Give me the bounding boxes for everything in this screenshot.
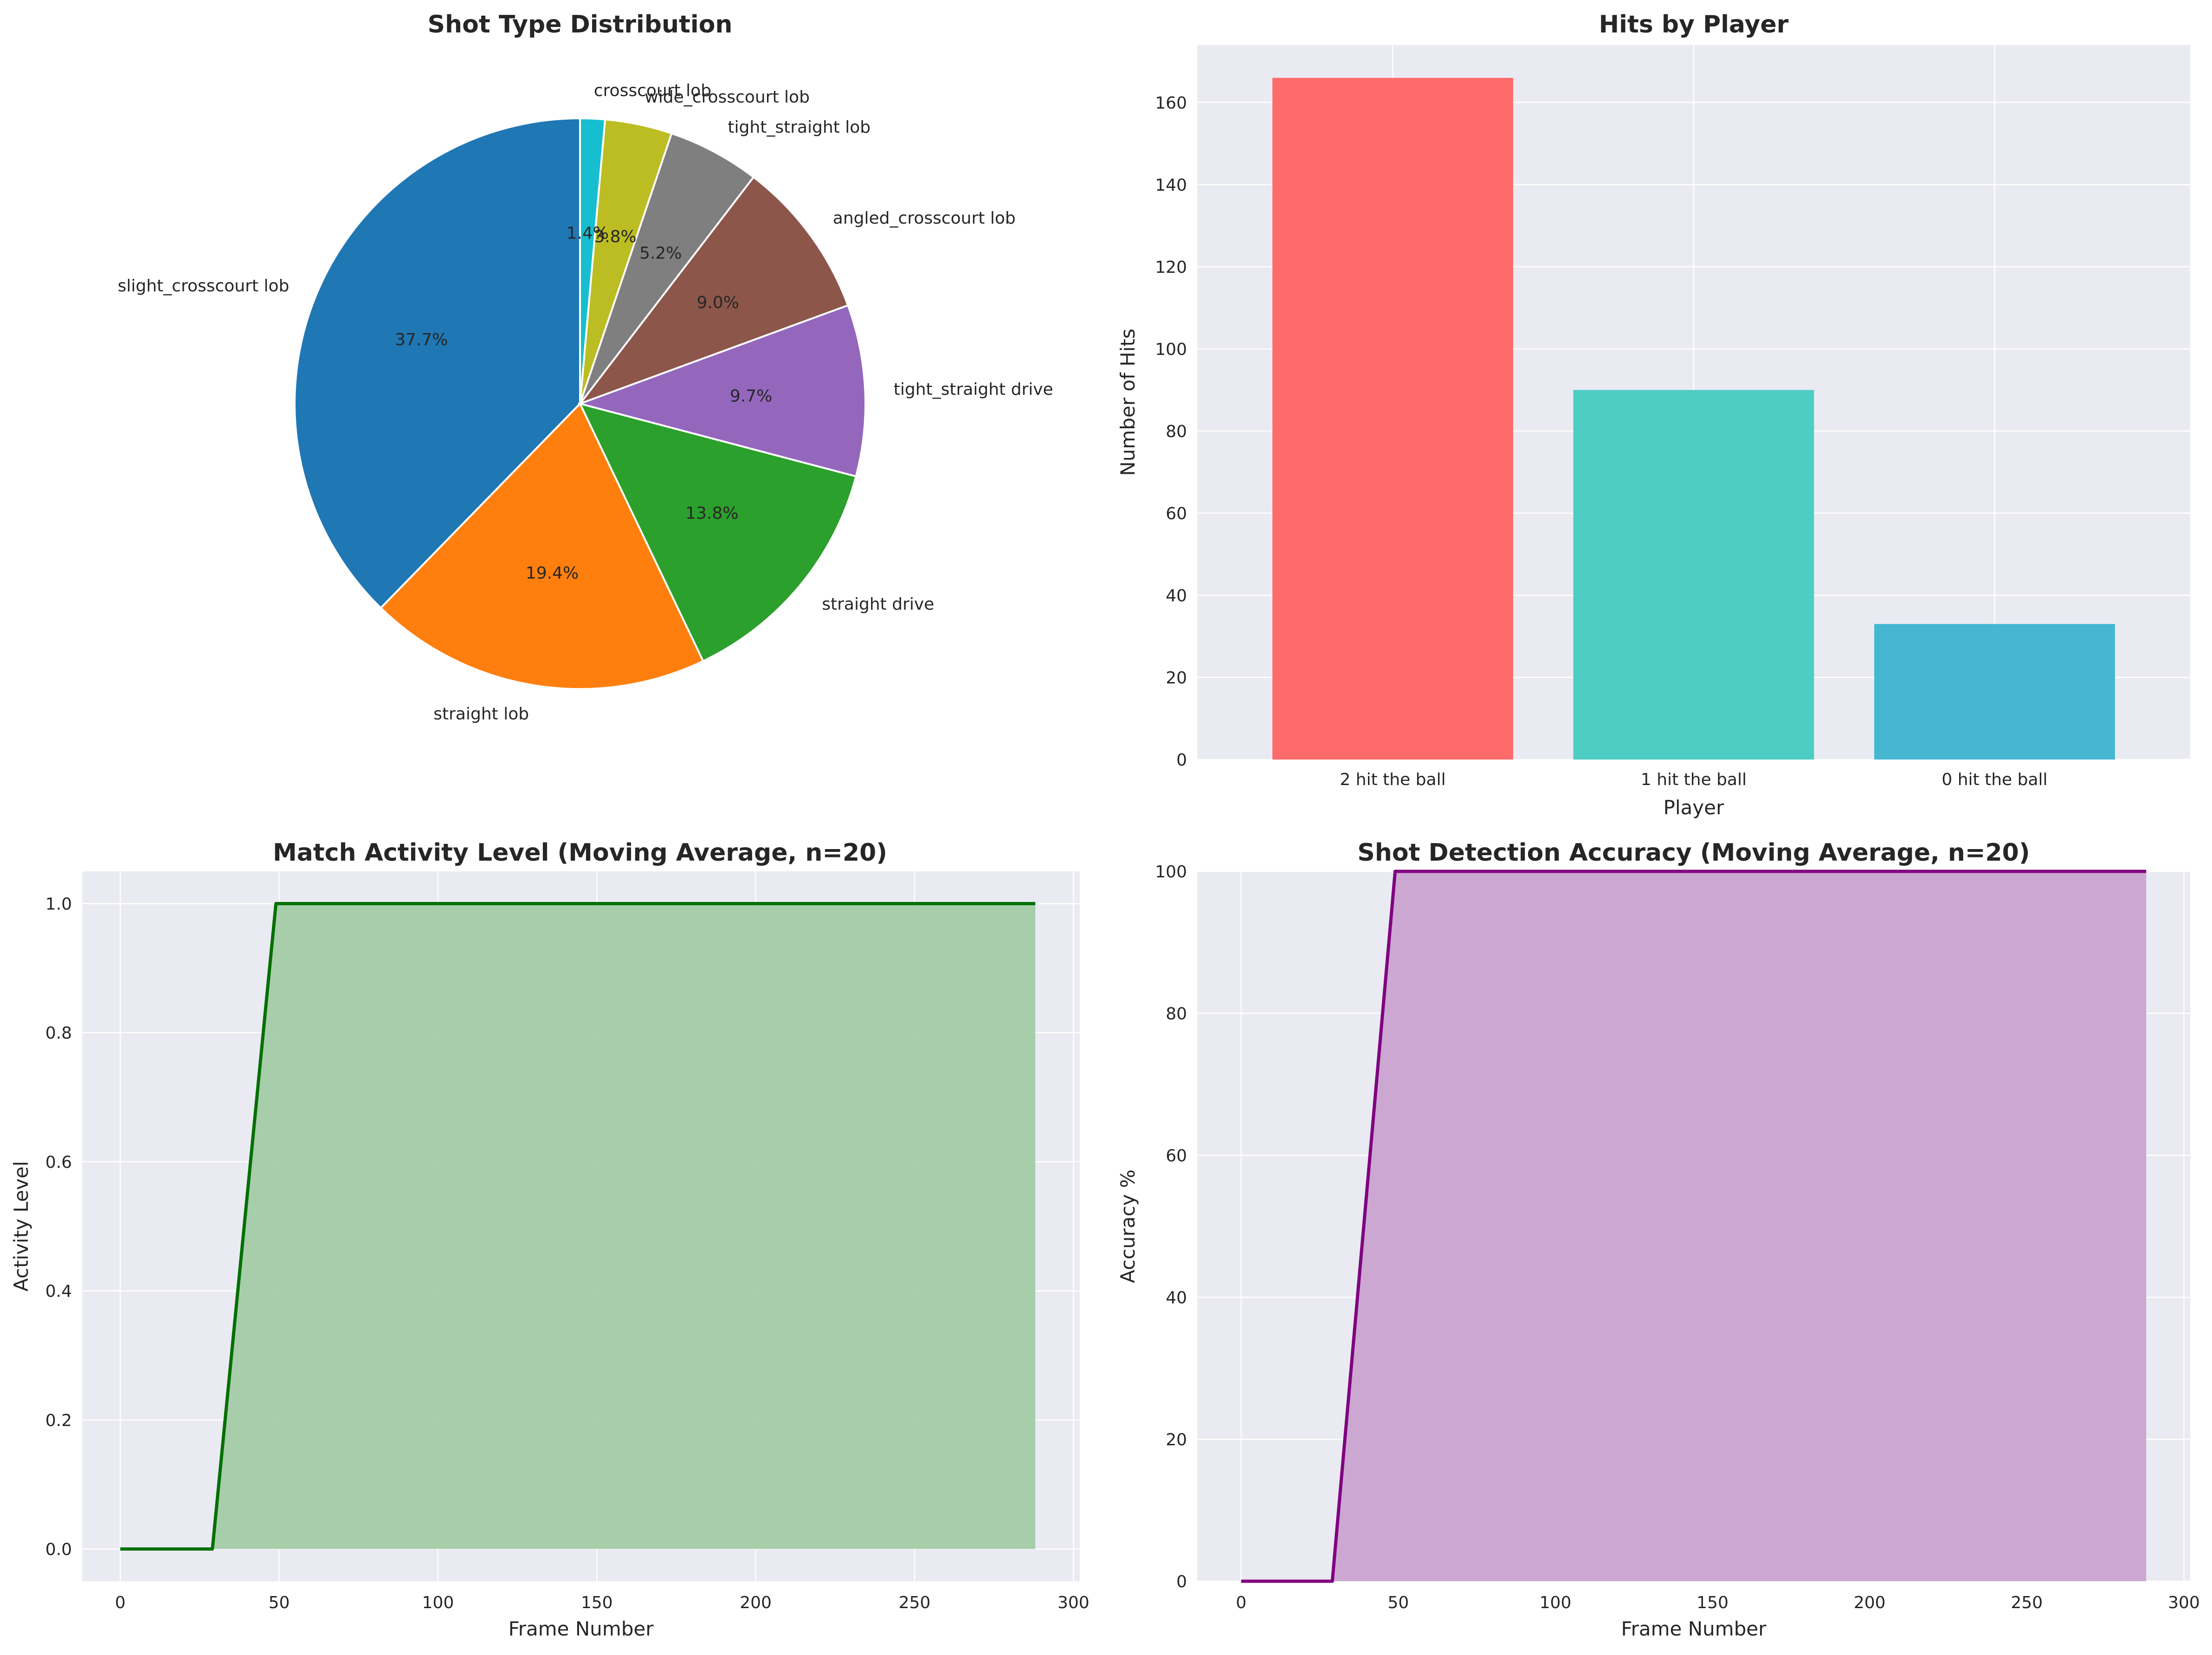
pie-slice-crosscourt-lob [579,117,606,404]
bar-y-tick-label: 120 [1155,258,1187,277]
bar-chart-panel: Hits by Player 0 20 40 60 80 100 120 140 160 2 hi… [1116,11,2190,819]
pie-percent-label: 13.8% [685,504,738,523]
accuracy-line [1241,869,2147,1583]
pie-slices [294,117,867,690]
accuracy-chart-title: Shot Detection Accuracy (Moving Average,… [1357,839,2030,867]
activity-y-tick-label: 0.8 [45,1024,72,1043]
bar-y-tick-label: 60 [1166,504,1187,523]
accuracy-y-tick-label: 40 [1166,1288,1187,1307]
bar-y-tick-label: 140 [1155,176,1187,195]
pie-slice-tight-straight-lob [579,132,755,405]
pie-percent-label: 5.2% [639,244,682,263]
pie-label-tight-straight-drive: tight_straight drive [894,380,1053,399]
bar-1-hit-the-ball [1573,390,1814,760]
accuracy-tick-labels: 0 20 40 60 80 100 0 50 100 150 200 250 300 [1155,863,2200,1612]
bar-tick-labels: 0 20 40 60 80 100 120 140 160 2 hit the ball 1 hit… [1155,94,2047,789]
bar-x-axis-label: Player [1664,796,1724,819]
bar-y-tick-label: 100 [1155,340,1187,359]
accuracy-y-tick-label: 20 [1166,1430,1187,1449]
bar-y-tick-label: 40 [1166,586,1187,605]
pie-label-straight-drive: straight drive [822,595,934,614]
pie-slice-tight-straight-drive [577,304,867,478]
activity-x-tick-label: 300 [1058,1593,1090,1612]
pie-chart-panel: Shot Type Distribution slight_crosscourt… [118,11,1053,723]
accuracy-x-tick-label: 0 [1236,1593,1246,1612]
accuracy-y-tick-label: 80 [1166,1005,1187,1024]
activity-area-fill [212,903,1036,1549]
accuracy-x-tick-label: 150 [1696,1593,1728,1612]
bar-y-tick-label: 80 [1166,422,1187,441]
activity-line [120,902,1036,1551]
pie-label-slight-crosscourt-lob: slight_crosscourt lob [118,277,290,296]
accuracy-x-tick-label: 250 [2011,1593,2043,1612]
accuracy-x-tick-label: 200 [1854,1593,1886,1612]
accuracy-series [1241,869,2147,1583]
accuracy-x-tick-label: 100 [1540,1593,1572,1612]
pie-label-wide-crosscourt-lob: wide_crosscourt lob [645,88,810,107]
bar-bars [1272,77,2115,760]
pie-percent-label: 1.4% [566,224,608,243]
pie-label-crosscourt-lob: crosscourt lob [594,81,711,100]
accuracy-chart-panel: Shot Detection Accuracy (Moving Average,… [1116,839,2200,1640]
activity-series [120,902,1036,1551]
bar-y-axis-label: Number of Hits [1116,328,1139,476]
activity-x-tick-label: 150 [581,1593,613,1612]
bar-2-hit-the-ball [1272,77,1513,760]
activity-x-tick-label: 200 [740,1593,772,1612]
bar-y-tick-label: 160 [1155,94,1187,113]
pie-percent-label: 19.4% [526,564,579,583]
pie-percent-label: 3.8% [594,227,636,246]
activity-chart-panel: Match Activity Level (Moving Average, n=… [10,839,1090,1640]
accuracy-x-tick-label: 300 [2168,1593,2200,1612]
activity-x-axis-label: Frame Number [509,1617,654,1640]
pie-slice-angled-crosscourt-lob [577,175,849,406]
pie-label-tight-straight-lob: tight_straight lob [728,118,871,137]
activity-y-axis-label: Activity Level [10,1161,32,1291]
bar-0-hit-the-ball [1874,624,2115,760]
accuracy-x-axis-label: Frame Number [1621,1617,1767,1640]
activity-x-tick-label: 250 [899,1593,931,1612]
bar-chart-title: Hits by Player [1599,11,1789,39]
bar-y-tick-label: 20 [1166,669,1187,688]
pie-labels: slight_crosscourt lob 37.7% straight lob 19… [118,81,1053,723]
bar-x-tick-label: 1 hit the ball [1641,770,1747,789]
activity-y-tick-label: 0.6 [45,1153,72,1172]
pie-percent-label: 37.7% [395,330,448,349]
activity-chart-title: Match Activity Level (Moving Average, n=… [273,839,887,867]
activity-tick-labels: 0.0 0.2 0.4 0.6 0.8 1.0 0 50 100 150 200 250 300 [45,895,1090,1612]
pie-label-straight-lob: straight lob [433,704,529,723]
activity-y-tick-label: 0.0 [45,1540,72,1559]
accuracy-y-tick-label: 0 [1176,1572,1187,1591]
pie-slice-straight-drive [578,402,858,663]
activity-y-tick-label: 1.0 [45,895,72,914]
activity-y-tick-label: 0.2 [45,1411,72,1430]
accuracy-y-tick-label: 60 [1166,1146,1187,1166]
pie-percent-label: 9.7% [730,387,772,406]
accuracy-area-fill [1332,871,2147,1581]
accuracy-y-axis-label: Accuracy % [1116,1169,1139,1283]
bar-x-tick-label: 2 hit the ball [1340,770,1445,789]
accuracy-x-tick-label: 50 [1388,1593,1409,1612]
activity-x-tick-label: 100 [422,1593,454,1612]
accuracy-y-tick-label: 100 [1155,863,1187,882]
bar-y-tick-label: 0 [1176,751,1187,770]
pie-slice-slight-crosscourt-lob [294,117,581,610]
pie-label-angled-crosscourt-lob: angled_crosscourt lob [833,209,1016,228]
activity-x-tick-label: 50 [269,1593,290,1612]
pie-percent-label: 9.0% [696,293,739,312]
bar-x-tick-label: 0 hit the ball [1941,770,2047,789]
activity-y-tick-label: 0.4 [45,1282,72,1301]
pie-chart-title: Shot Type Distribution [428,11,733,39]
pie-slice-straight-lob [379,402,705,690]
activity-x-tick-label: 0 [115,1593,126,1612]
